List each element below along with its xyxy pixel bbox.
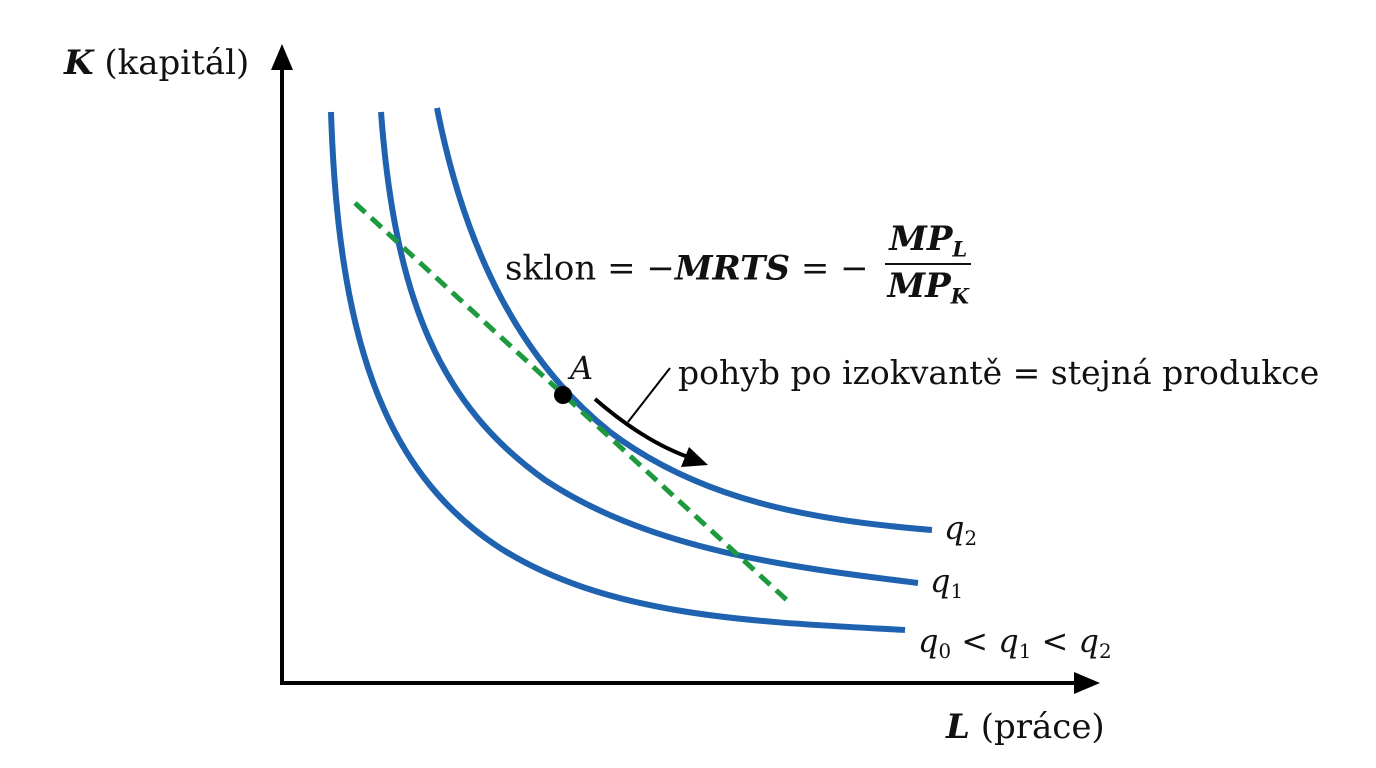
isoquant-q1	[378, 111, 919, 586]
y-axis-arrowhead	[271, 44, 293, 70]
y-axis-variable: K	[64, 43, 94, 83]
isoquant-q0	[328, 111, 906, 633]
x-axis-description: (práce)	[980, 707, 1105, 747]
slope-prefix: sklon = −	[505, 248, 675, 289]
movement-arrowhead	[681, 447, 708, 467]
label-q1: q1	[930, 562, 964, 603]
label-q2: q2	[944, 509, 978, 550]
leader-line	[627, 367, 671, 423]
fraction-numerator: MPL	[885, 222, 971, 266]
fraction-denominator: MPK	[887, 266, 969, 309]
ordering-label: q0 < q1 < q2	[918, 622, 1112, 663]
isoquant-q2	[434, 107, 933, 533]
slope-equation: sklon = −MRTS = − MPL MPK	[505, 222, 971, 311]
point-a	[554, 386, 572, 404]
y-axis-description: (kapitál)	[104, 43, 250, 83]
mrts-term: MRTS	[674, 248, 791, 289]
x-axis-label: L (práce)	[946, 710, 1105, 744]
tangent-line	[353, 201, 792, 605]
x-axis-variable: L	[946, 707, 970, 747]
movement-note: pohyb po izokvantě = stejná produkce	[678, 353, 1320, 392]
x-axis-arrowhead	[1074, 672, 1100, 694]
movement-arrow	[593, 397, 689, 459]
point-a-label: A	[570, 349, 594, 387]
y-axis-label: K (kapitál)	[64, 46, 249, 80]
mp-fraction: MPL MPK	[885, 222, 971, 307]
equals-minus: = −	[790, 248, 869, 289]
